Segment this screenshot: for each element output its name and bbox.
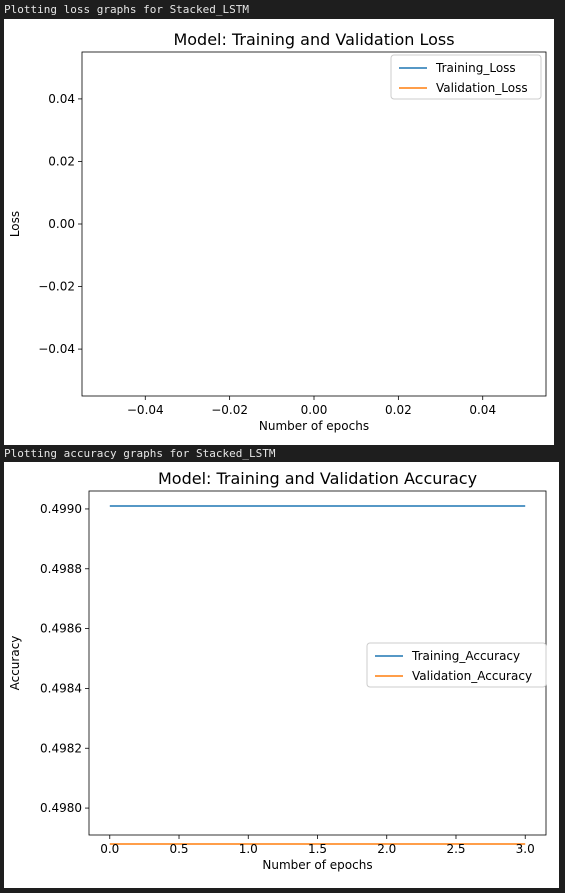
- y-axis-label: Accuracy: [8, 636, 22, 691]
- legend-label-1: Training_Accuracy: [411, 649, 520, 663]
- legend-label-2: Validation_Loss: [436, 81, 528, 95]
- x-tick-label: 3.0: [516, 842, 535, 856]
- x-axis-label: Number of epochs: [259, 419, 369, 433]
- legend-label-2: Validation_Accuracy: [412, 669, 532, 683]
- legend-box: [366, 642, 547, 688]
- legend-box: [390, 54, 542, 100]
- output-label-loss: Plotting loss graphs for Stacked_LSTM: [4, 3, 250, 16]
- plot-frame: [81, 51, 547, 397]
- y-tick-label: 0.02: [48, 154, 75, 168]
- x-tick-label: 1.5: [308, 842, 327, 856]
- loss-chart: Model: Training and Validation Loss −0.04…: [8, 30, 547, 433]
- y-tick-label: 0.4982: [40, 741, 82, 755]
- loss-figure: Model: Training and Validation Loss −0.04…: [4, 19, 554, 445]
- y-tick-label: 0.4988: [40, 562, 82, 576]
- y-tick-label: 0.4984: [40, 681, 82, 695]
- y-tick-label: −0.04: [38, 342, 75, 356]
- x-tick-label: 0.0: [100, 842, 119, 856]
- x-axis-label: Number of epochs: [262, 858, 372, 872]
- y-tick-label: 0.04: [48, 92, 75, 106]
- x-tick-label: 2.0: [377, 842, 396, 856]
- legend-label-1: Training_Loss: [435, 61, 516, 75]
- y-tick-label: 0.4986: [40, 622, 82, 636]
- x-tick-label: 0.5: [169, 842, 188, 856]
- chart-title: Model: Training and Validation Accuracy: [158, 469, 477, 488]
- x-tick-label: −0.02: [211, 403, 248, 417]
- chart-title: Model: Training and Validation Loss: [173, 30, 454, 49]
- y-axis-label: Loss: [8, 211, 22, 237]
- x-tick-label: 0.00: [301, 403, 328, 417]
- x-tick-label: 0.04: [469, 403, 496, 417]
- y-tick-label: 0.4980: [40, 801, 82, 815]
- x-tick-label: −0.04: [127, 403, 164, 417]
- y-tick-label: −0.02: [38, 280, 75, 294]
- y-tick-label: 0.4990: [40, 502, 82, 516]
- x-tick-label: 2.5: [446, 842, 465, 856]
- output-label-accuracy: Plotting accuracy graphs for Stacked_LST…: [4, 447, 276, 460]
- accuracy-chart: Model: Training and Validation Accuracy 0…: [8, 469, 547, 872]
- accuracy-figure: Model: Training and Validation Accuracy 0…: [4, 462, 559, 888]
- y-tick-label: 0.00: [48, 217, 75, 231]
- x-tick-label: 1.0: [239, 842, 258, 856]
- x-tick-label: 0.02: [385, 403, 412, 417]
